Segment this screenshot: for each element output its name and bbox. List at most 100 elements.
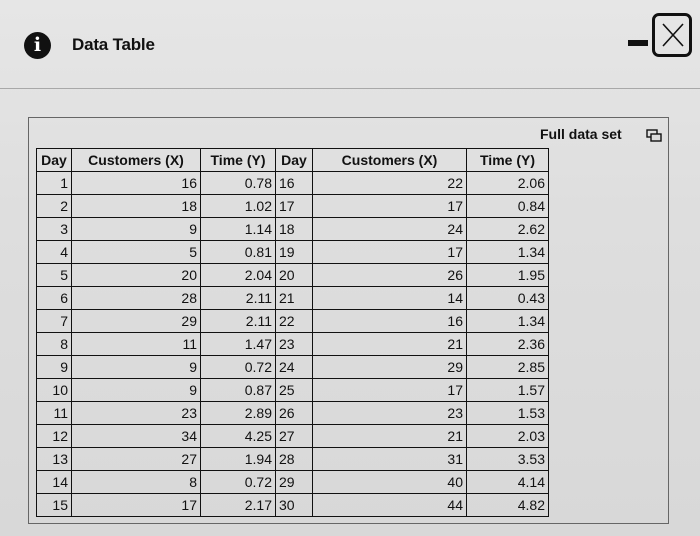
table-row: 9 9 0.72 24 29 2.85	[36, 355, 549, 379]
customers-cell: 29	[71, 309, 201, 333]
customers-cell: 11	[71, 332, 201, 356]
table-row: 10 9 0.87 25 17 1.57	[36, 378, 549, 402]
day-cell: 21	[275, 286, 313, 310]
copy-icon[interactable]	[646, 129, 662, 143]
day-cell: 5	[36, 263, 72, 287]
day-cell: 4	[36, 240, 72, 264]
day-cell: 16	[275, 171, 313, 195]
customers-cell: 31	[312, 447, 467, 471]
column-header: Time (Y)	[200, 148, 276, 172]
customers-cell: 14	[312, 286, 467, 310]
time-cell: 2.85	[466, 355, 549, 379]
column-header: Day	[36, 148, 72, 172]
day-cell: 25	[275, 378, 313, 402]
customers-cell: 16	[312, 309, 467, 333]
customers-cell: 17	[312, 378, 467, 402]
day-cell: 7	[36, 309, 72, 333]
customers-cell: 24	[312, 217, 467, 241]
customers-cell: 17	[71, 493, 201, 517]
window-title: Data Table	[72, 35, 155, 54]
time-cell: 0.72	[200, 355, 276, 379]
time-cell: 0.78	[200, 171, 276, 195]
day-cell: 29	[275, 470, 313, 494]
title-bar: i Data Table	[0, 0, 700, 89]
customers-cell: 17	[312, 240, 467, 264]
day-cell: 6	[36, 286, 72, 310]
minimize-button[interactable]	[628, 40, 648, 46]
customers-cell: 40	[312, 470, 467, 494]
customers-cell: 21	[312, 424, 467, 448]
table-row: 6 28 2.11 21 14 0.43	[36, 286, 549, 310]
day-cell: 10	[36, 378, 72, 402]
customers-cell: 5	[71, 240, 201, 264]
time-cell: 1.34	[466, 240, 549, 264]
table-row: 1 16 0.78 16 22 2.06	[36, 171, 549, 195]
data-panel	[28, 117, 669, 524]
time-cell: 2.17	[200, 493, 276, 517]
time-cell: 0.87	[200, 378, 276, 402]
time-cell: 3.53	[466, 447, 549, 471]
time-cell: 2.04	[200, 263, 276, 287]
customers-cell: 44	[312, 493, 467, 517]
day-cell: 3	[36, 217, 72, 241]
time-cell: 1.02	[200, 194, 276, 218]
customers-cell: 23	[312, 401, 467, 425]
day-cell: 11	[36, 401, 72, 425]
day-cell: 30	[275, 493, 313, 517]
day-cell: 14	[36, 470, 72, 494]
table-row: 2 18 1.02 17 17 0.84	[36, 194, 549, 218]
customers-cell: 16	[71, 171, 201, 195]
time-cell: 0.72	[200, 470, 276, 494]
column-header: Time (Y)	[466, 148, 549, 172]
customers-cell: 9	[71, 217, 201, 241]
table-row: 11 23 2.89 26 23 1.53	[36, 401, 549, 425]
day-cell: 17	[275, 194, 313, 218]
customers-cell: 9	[71, 378, 201, 402]
customers-cell: 22	[312, 171, 467, 195]
table-row: 8 11 1.47 23 21 2.36	[36, 332, 549, 356]
day-cell: 1	[36, 171, 72, 195]
customers-cell: 23	[71, 401, 201, 425]
time-cell: 2.89	[200, 401, 276, 425]
customers-cell: 27	[71, 447, 201, 471]
table-body: 1 16 0.78 16 22 2.06 2 18 1.02 17 17 0.84 3 9 1.14 18 24…	[36, 171, 549, 517]
time-cell: 2.11	[200, 286, 276, 310]
column-header: Day	[275, 148, 313, 172]
table-row: 4 5 0.81 19 17 1.34	[36, 240, 549, 264]
time-cell: 1.94	[200, 447, 276, 471]
customers-cell: 21	[312, 332, 467, 356]
time-cell: 1.34	[466, 309, 549, 333]
day-cell: 12	[36, 424, 72, 448]
time-cell: 2.11	[200, 309, 276, 333]
table-row: 14 8 0.72 29 40 4.14	[36, 470, 549, 494]
table-row: 7 29 2.11 22 16 1.34	[36, 309, 549, 333]
time-cell: 2.62	[466, 217, 549, 241]
table-header-row: Day Customers (X) Time (Y) Day Customers…	[36, 148, 549, 172]
data-table: Day Customers (X) Time (Y) Day Customers…	[36, 148, 549, 517]
column-header: Customers (X)	[71, 148, 201, 172]
customers-cell: 9	[71, 355, 201, 379]
time-cell: 4.25	[200, 424, 276, 448]
day-cell: 18	[275, 217, 313, 241]
time-cell: 2.03	[466, 424, 549, 448]
time-cell: 0.81	[200, 240, 276, 264]
time-cell: 4.82	[466, 493, 549, 517]
customers-cell: 28	[71, 286, 201, 310]
column-header: Customers (X)	[312, 148, 467, 172]
day-cell: 20	[275, 263, 313, 287]
table-row: 3 9 1.14 18 24 2.62	[36, 217, 549, 241]
time-cell: 0.43	[466, 286, 549, 310]
table-row: 12 34 4.25 27 21 2.03	[36, 424, 549, 448]
table-row: 13 27 1.94 28 31 3.53	[36, 447, 549, 471]
day-cell: 27	[275, 424, 313, 448]
table-row: 5 20 2.04 20 26 1.95	[36, 263, 549, 287]
customers-cell: 8	[71, 470, 201, 494]
full-data-set-link[interactable]: Full data set	[540, 126, 622, 142]
table-row: 15 17 2.17 30 44 4.82	[36, 493, 549, 517]
time-cell: 1.57	[466, 378, 549, 402]
close-button[interactable]	[652, 13, 692, 57]
day-cell: 28	[275, 447, 313, 471]
day-cell: 19	[275, 240, 313, 264]
customers-cell: 29	[312, 355, 467, 379]
